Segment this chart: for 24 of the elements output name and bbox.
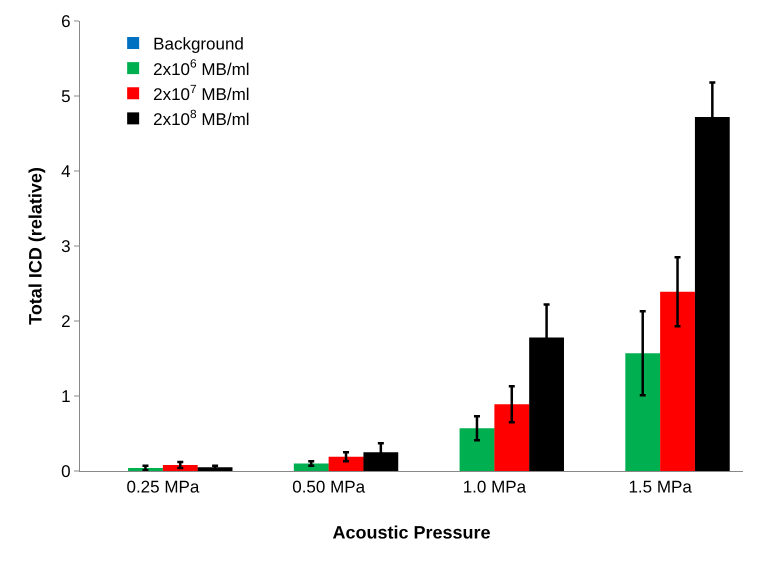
x-tick-label: 0.50 MPa bbox=[292, 477, 366, 496]
legend-label: 2x10$^{8}$ MB/ml bbox=[153, 106, 250, 129]
x-tick-label: 1.0 MPa bbox=[462, 477, 527, 496]
bar bbox=[328, 456, 364, 471]
legend-label: Background bbox=[153, 34, 244, 54]
y-tick-label: 5 bbox=[61, 86, 71, 106]
y-axis-title: Total ICD (relative) bbox=[25, 167, 46, 325]
bar bbox=[625, 353, 660, 471]
y-tick-label: 3 bbox=[61, 236, 71, 256]
x-axis-title: Acoustic Pressure bbox=[332, 522, 491, 542]
legend-label: 2x10$^{7}$ MB/ml bbox=[153, 82, 250, 104]
y-tick-label: 4 bbox=[61, 162, 71, 181]
bar bbox=[460, 428, 494, 471]
legend-label: 2x10$^{6}$ MB/ml bbox=[153, 56, 250, 79]
bar bbox=[162, 465, 198, 471]
y-tick-label: 2 bbox=[61, 312, 71, 331]
bar bbox=[660, 292, 695, 471]
bar bbox=[494, 404, 530, 471]
y-tick-label: 0 bbox=[61, 462, 71, 481]
x-tick-label: 1.5 MPa bbox=[628, 477, 692, 496]
x-tick-label: 0.25 MPa bbox=[126, 477, 200, 496]
y-tick-label: 1 bbox=[61, 386, 71, 406]
bar bbox=[294, 464, 329, 471]
y-tick-label: 6 bbox=[61, 12, 71, 31]
